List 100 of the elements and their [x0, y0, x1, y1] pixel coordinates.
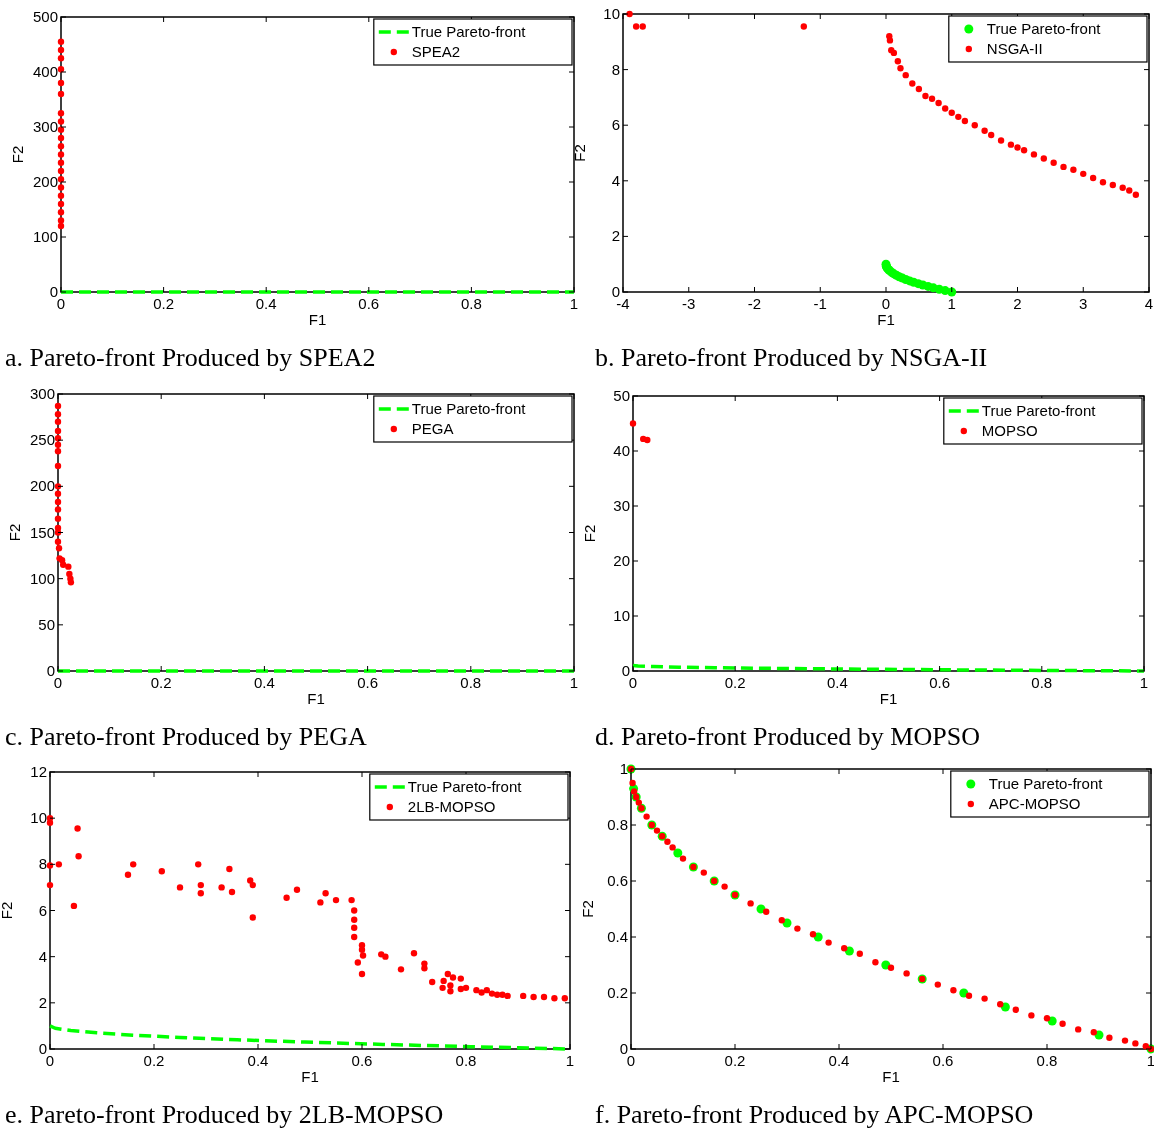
x-tick-label: -3 [682, 295, 696, 312]
y-tick-label: 100 [32, 228, 58, 245]
y-tick-label: 6 [38, 901, 47, 919]
x-tick-label: 0.8 [460, 295, 482, 312]
x-axis-title: F1 [308, 311, 327, 328]
x-tick-label: 0.2 [724, 674, 746, 691]
x-tick-label: 1 [1139, 674, 1149, 691]
legend-label: True Pareto-front [988, 775, 1104, 792]
x-axis-title: F1 [882, 1068, 900, 1085]
y-tick-label: 8 [38, 855, 47, 873]
y-tick-label: 10 [30, 809, 47, 827]
y-tick-label: 0.6 [607, 872, 628, 889]
y-tick-label: 2 [611, 227, 620, 245]
x-tick-label: 0.8 [460, 674, 482, 691]
y-tick-label: 200 [29, 477, 55, 495]
x-tick-label: 0.6 [929, 674, 951, 691]
x-tick-label: 0.4 [826, 674, 848, 691]
y-tick-label: 40 [613, 442, 630, 459]
legend-label: SPEA2 [411, 43, 461, 60]
y-tick-label: 30 [613, 497, 630, 514]
y-tick-label: 150 [29, 523, 55, 541]
x-tick-label: 0.2 [153, 295, 175, 312]
legend-label: NSGA-II [986, 40, 1043, 57]
y-tick-label: 300 [32, 118, 58, 135]
x-tick-label: 1 [947, 295, 956, 312]
legend-label: True Pareto-front [407, 778, 523, 795]
x-tick-label: 0 [881, 295, 891, 312]
y-tick-label: 10 [613, 607, 630, 624]
y-tick-label: 50 [613, 387, 630, 404]
y-tick-label: 500 [32, 8, 58, 25]
y-tick-label: 0.2 [607, 984, 628, 1001]
y-tick-label: 0.8 [607, 816, 628, 833]
y-tick-label: 0.4 [607, 928, 628, 945]
y-tick-label: 200 [32, 173, 58, 190]
y-tick-label: 12 [30, 763, 47, 780]
x-axis-title: F1 [879, 690, 898, 707]
y-tick-label: 8 [611, 60, 620, 78]
y-tick-label: 6 [611, 116, 620, 134]
x-tick-label: 0.8 [1036, 1052, 1058, 1069]
y-tick-label: 0 [46, 662, 55, 679]
text: f. Pareto-front Produced by APC-MOPSO [595, 1100, 1034, 1129]
x-tick-label: 0.8 [1031, 674, 1053, 691]
y-tick-label: 0 [49, 283, 58, 300]
x-tick-label: 2 [1013, 295, 1022, 312]
x-tick-label: 0.4 [255, 295, 277, 312]
legend-label: True Pareto-front [411, 23, 527, 40]
legend-label: True Pareto-front [981, 402, 1097, 419]
x-tick-label: 0.4 [253, 674, 275, 691]
y-tick-label: 250 [29, 431, 55, 449]
x-tick-label: 4 [1144, 295, 1154, 312]
x-tick-label: -1 [813, 295, 827, 312]
y-tick-label: 0 [38, 1040, 47, 1057]
x-tick-label: 0.6 [357, 674, 379, 691]
x-tick-label: 0.6 [932, 1052, 954, 1069]
y-tick-label: 0 [621, 662, 630, 679]
x-axis-title: F1 [307, 690, 325, 707]
y-axis-title: F2 [6, 523, 23, 542]
x-tick-label: 0.6 [358, 295, 380, 312]
y-axis-title: F2 [581, 524, 598, 543]
y-tick-label: 400 [32, 63, 58, 80]
y-tick-label: 300 [29, 385, 55, 402]
legend-label: True Pareto-front [411, 400, 527, 417]
x-axis-title: F1 [301, 1068, 319, 1085]
y-tick-label: 0 [611, 283, 620, 300]
y-axis-title: F2 [571, 144, 588, 162]
y-tick-label: 20 [613, 552, 630, 569]
y-tick-label: 100 [29, 569, 55, 587]
x-tick-label: 1 [565, 1052, 575, 1069]
x-tick-label: 0.6 [351, 1052, 373, 1069]
y-tick-label: 0 [619, 1040, 628, 1057]
text: b. Pareto-front Produced by NSGA-II [595, 343, 988, 372]
x-tick-label: 0.4 [247, 1052, 269, 1069]
y-tick-label: 50 [38, 615, 55, 633]
legend-label: PEGA [411, 420, 454, 437]
x-tick-label: 0.2 [143, 1052, 165, 1069]
x-tick-label: 0.8 [455, 1052, 477, 1069]
x-tick-label: 3 [1079, 295, 1088, 312]
x-tick-label: 1 [569, 295, 579, 312]
y-axis-title: F2 [579, 900, 596, 918]
x-tick-label: 0.2 [150, 674, 172, 691]
y-axis-title: F2 [9, 145, 26, 164]
x-tick-label: 0.2 [724, 1052, 746, 1069]
text: e. Pareto-front Produced by 2LB-MOPSO [5, 1100, 444, 1129]
y-tick-label: 4 [38, 947, 47, 965]
y-axis-title: F2 [0, 901, 15, 920]
legend-label: True Pareto-front [986, 20, 1102, 37]
legend-label: 2LB-MOPSO [407, 798, 496, 815]
legend-label: APC-MOPSO [988, 795, 1081, 812]
x-tick-label: 1 [1146, 1052, 1154, 1069]
y-tick-label: 10 [603, 5, 620, 22]
x-tick-label: -2 [747, 295, 762, 312]
text: d. Pareto-front Produced by MOPSO [595, 722, 980, 751]
text: a. Pareto-front Produced by SPEA2 [5, 343, 376, 372]
legend-label: MOPSO [981, 422, 1038, 439]
y-tick-label: 2 [38, 993, 47, 1011]
text: c. Pareto-front Produced by PEGA [5, 722, 367, 751]
y-tick-label: 4 [611, 171, 620, 189]
x-tick-label: 1 [569, 674, 579, 691]
y-tick-label: 1 [619, 760, 628, 777]
x-tick-label: 0.4 [828, 1052, 850, 1069]
